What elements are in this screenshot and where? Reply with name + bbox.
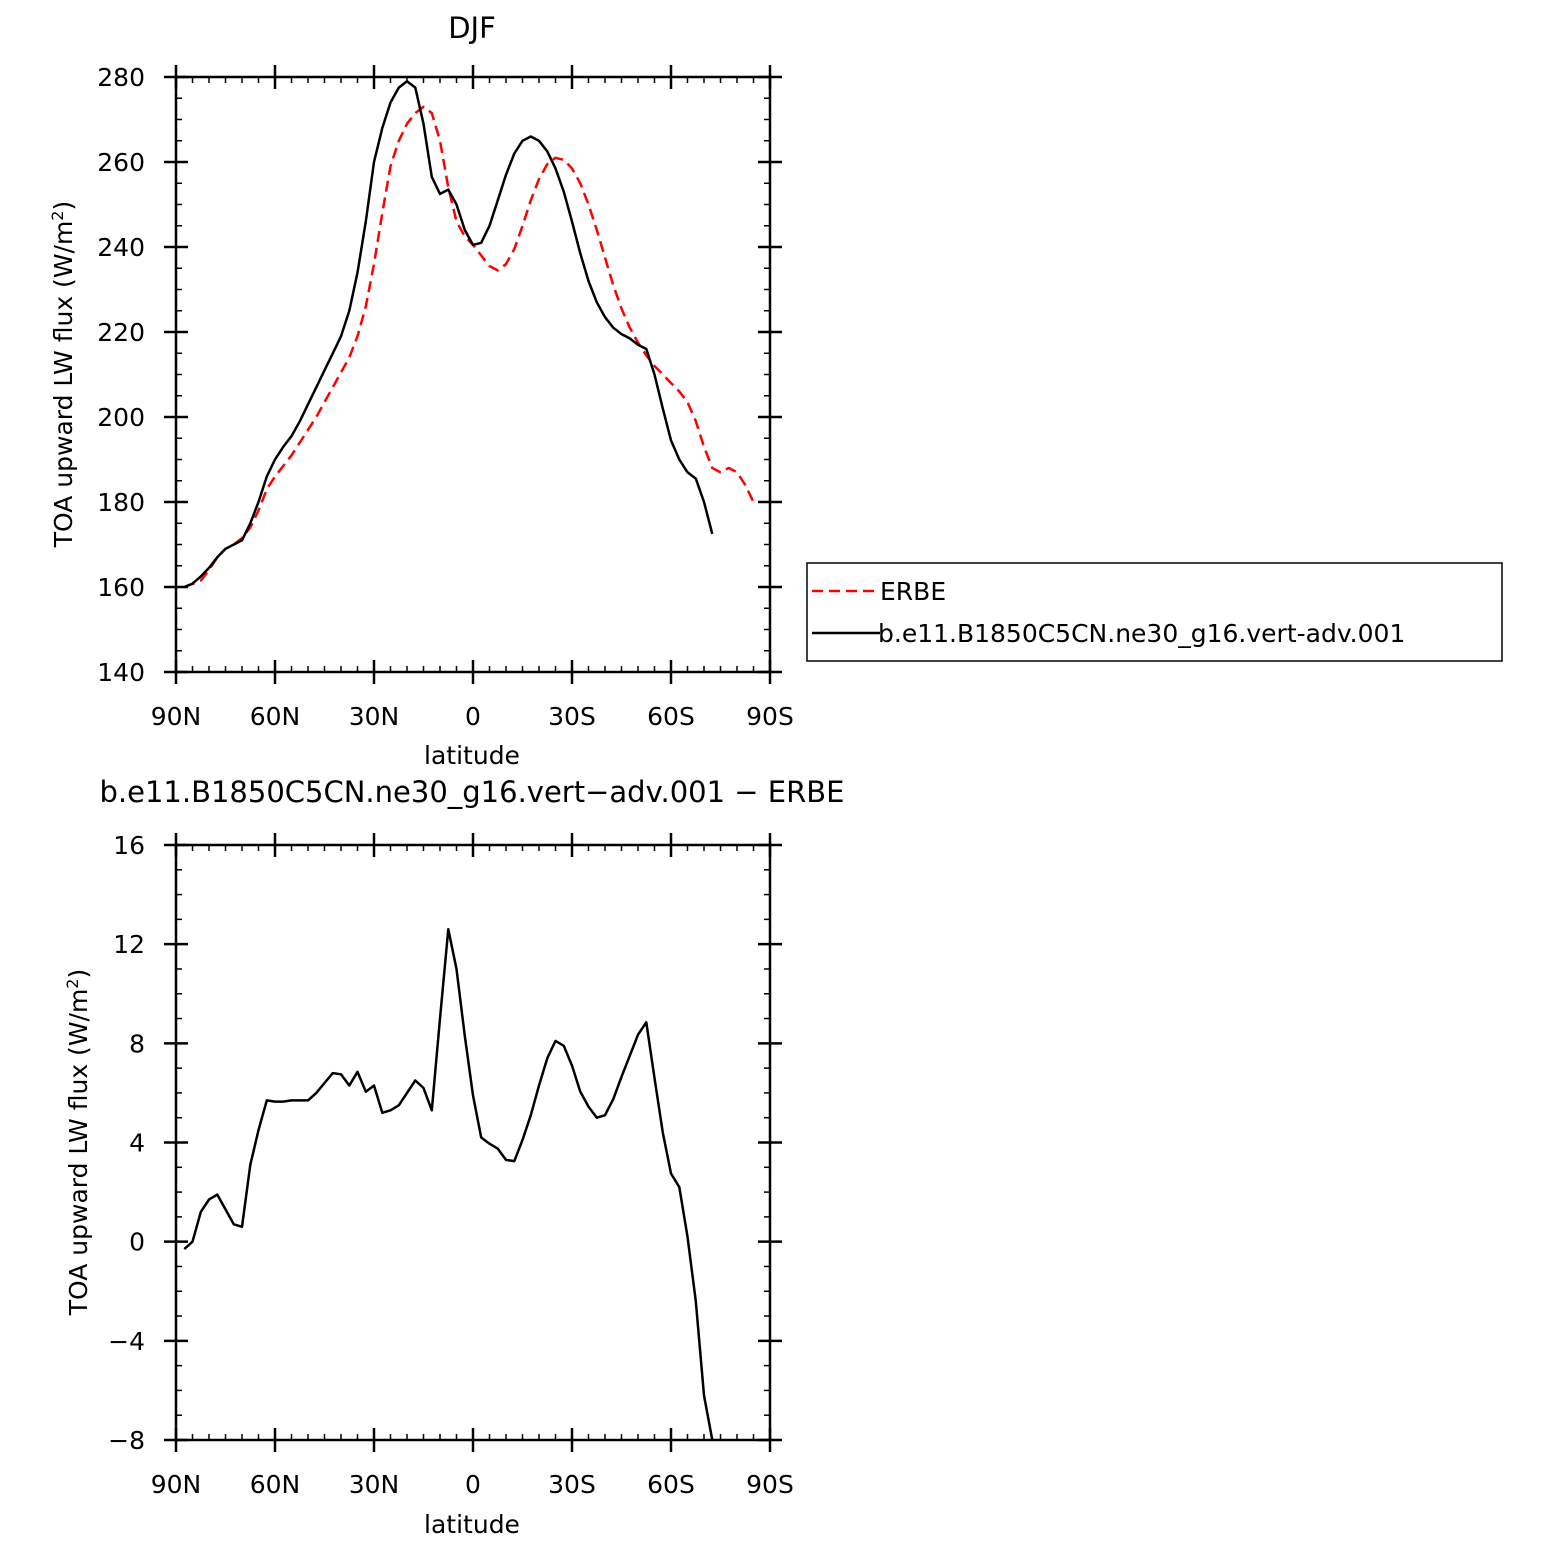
bottom-y-tick-label: −8 <box>108 1426 145 1455</box>
bottom-x-tick-label: 30N <box>349 1470 400 1499</box>
bottom-y-tick-label: −4 <box>108 1327 145 1356</box>
top-series-line-dashed <box>183 105 755 589</box>
top-y-tick-label: 180 <box>97 488 145 517</box>
top-plot-frame <box>174 75 772 674</box>
bottom-y-tick-label: 0 <box>129 1228 145 1257</box>
top-x-tick-label: 0 <box>465 702 481 731</box>
top-x-tick-label: 30S <box>548 702 596 731</box>
bottom-axes: 90N 60N 30N 0 30S 60S 90S −8 −4 0 4 8 12 16 <box>108 831 794 1499</box>
bottom-x-tick-label: 60N <box>250 1470 301 1499</box>
bottom-x-tick-label: 90S <box>746 1470 794 1499</box>
bottom-x-tick-label: 0 <box>465 1470 481 1499</box>
top-y-tick-label: 140 <box>97 658 145 687</box>
bottom-y-axis-label: TOA upward LW flux (W/m2) <box>63 969 93 1317</box>
bottom-x-tick-label: 90N <box>151 1470 202 1499</box>
top-y-tick-label: 240 <box>97 233 145 262</box>
bottom-chart-title: b.e11.B1850C5CN.ne30_g16.vert−adv.001 − … <box>100 775 845 809</box>
top-x-tick-label: 30N <box>349 702 400 731</box>
top-x-tick-label: 90S <box>746 702 794 731</box>
top-y-tick-label: 260 <box>97 148 145 177</box>
bottom-series-line-solid <box>183 928 714 1441</box>
top-x-tick-label: 60S <box>647 702 695 731</box>
top-y-tick-label: 220 <box>97 318 145 347</box>
top-x-tick-label: 60N <box>250 702 301 731</box>
legend: ERBE b.e11.B1850C5CN.ne30_g16.vert-adv.0… <box>806 562 1503 662</box>
svg-text:TOA upward LW flux (W/m2): TOA upward LW flux (W/m2) <box>63 969 93 1317</box>
top-x-tick-label: 90N <box>151 702 202 731</box>
top-x-axis-label: latitude <box>424 741 520 770</box>
bottom-x-axis-label: latitude <box>424 1510 520 1539</box>
bottom-y-tick-label: 4 <box>129 1129 145 1158</box>
bottom-y-tick-label: 8 <box>129 1029 145 1058</box>
bottom-series-group <box>183 928 714 1441</box>
top-panel: DJF TOA upward LW flux (W/m2) latitude 9… <box>48 11 794 770</box>
bottom-y-tick-label: 12 <box>113 930 145 959</box>
top-y-tick-label: 160 <box>97 573 145 602</box>
top-series-line-solid <box>183 80 714 589</box>
legend-label-model: b.e11.B1850C5CN.ne30_g16.vert-adv.001 <box>878 619 1405 648</box>
legend-label-erbe: ERBE <box>880 577 946 606</box>
top-axes: 90N 60N 30N 0 30S 60S 90S 140 160 180 200 220 240 260… <box>97 63 794 731</box>
top-y-tick-label: 280 <box>97 63 145 92</box>
top-chart-title: DJF <box>448 11 496 45</box>
legend-box <box>806 562 1503 662</box>
bottom-x-tick-label: 30S <box>548 1470 596 1499</box>
svg-text:TOA upward LW flux (W/m2): TOA upward LW flux (W/m2) <box>48 201 78 549</box>
top-y-tick-label: 200 <box>97 403 145 432</box>
bottom-x-tick-label: 60S <box>647 1470 695 1499</box>
bottom-panel: b.e11.B1850C5CN.ne30_g16.vert−adv.001 − … <box>63 775 844 1539</box>
top-y-axis-label: TOA upward LW flux (W/m2) <box>48 201 78 549</box>
bottom-plot-frame <box>174 843 772 1442</box>
bottom-y-tick-label: 16 <box>113 831 145 860</box>
top-series-group <box>183 80 755 589</box>
